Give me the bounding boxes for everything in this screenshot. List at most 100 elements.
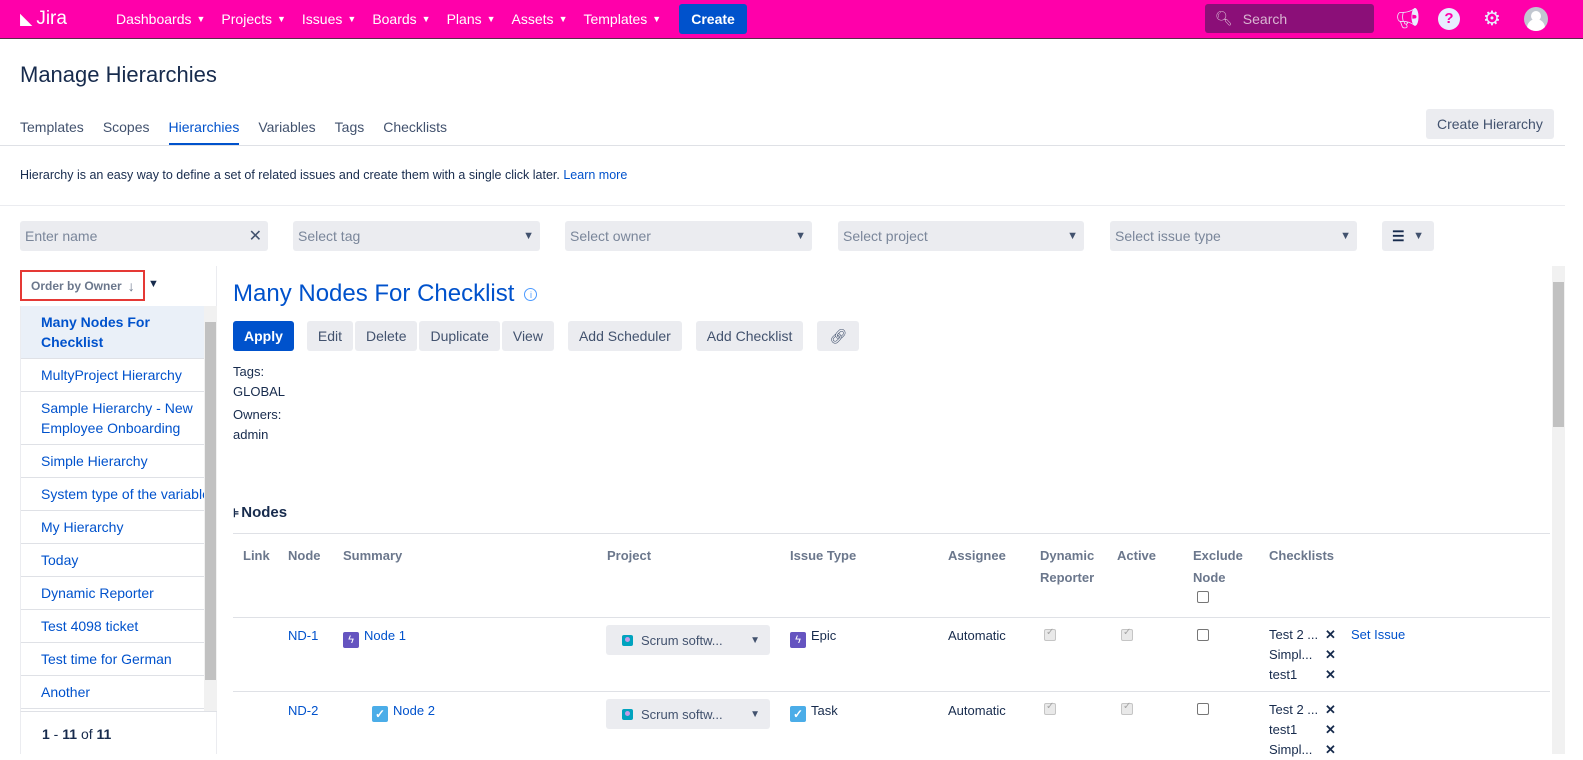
- list-item[interactable]: MultyProject Hierarchy: [21, 359, 204, 392]
- chevron-down-icon: ▼: [750, 634, 760, 646]
- top-nav: ◣ Jira Dashboards ▼ Projects ▼ Issues ▼ Boar…: [0, 0, 1583, 39]
- exclude-all-checkbox[interactable]: [1197, 591, 1209, 603]
- list-item[interactable]: System type of the variable: [21, 478, 204, 511]
- checklist-item: test1 ✕: [1269, 665, 1349, 685]
- tab-variables[interactable]: Variables: [258, 119, 316, 135]
- summary-link[interactable]: ✓ Node 2: [372, 703, 435, 722]
- list-item[interactable]: My Hierarchy: [21, 511, 204, 544]
- order-by-button[interactable]: Order by Owner ↓: [20, 270, 145, 301]
- create-hierarchy-button[interactable]: Create Hierarchy: [1426, 109, 1554, 139]
- list-item[interactable]: Simple Hierarchy: [21, 445, 204, 478]
- remove-icon[interactable]: ✕: [1325, 722, 1336, 737]
- issue-type: ✓ Task: [790, 703, 838, 722]
- tab-scopes[interactable]: Scopes: [102, 119, 150, 135]
- chevron-down-icon: ▼: [1413, 230, 1424, 242]
- view-layout-select[interactable]: ☰ ▼: [1382, 221, 1434, 251]
- view-button[interactable]: View: [501, 321, 554, 351]
- apply-button[interactable]: Apply: [233, 321, 294, 351]
- help-icon[interactable]: ?: [1438, 8, 1460, 30]
- add-checklist-button[interactable]: Add Checklist: [695, 321, 804, 351]
- remove-icon[interactable]: ✕: [1325, 627, 1336, 642]
- project-avatar-icon: [622, 634, 633, 646]
- list-scrollbar[interactable]: [204, 306, 217, 711]
- tab-templates[interactable]: Templates: [20, 119, 84, 135]
- settings-gear-icon[interactable]: ⚙: [1483, 8, 1501, 30]
- list-item[interactable]: Dynamic Reporter: [21, 577, 204, 610]
- nav-plans[interactable]: Plans ▼: [446, 11, 496, 27]
- project-select[interactable]: Scrum softw... ▼: [606, 625, 770, 655]
- header-project: Project: [607, 548, 652, 563]
- active-checkbox: [1121, 627, 1133, 641]
- checklist-item: Test 2 ... ✕: [1269, 625, 1349, 645]
- duplicate-button[interactable]: Duplicate: [419, 321, 500, 351]
- owner-select[interactable]: Select owner ▼: [565, 221, 812, 251]
- nav-assets[interactable]: Assets ▼: [511, 11, 568, 27]
- header-summary: Summary: [343, 548, 403, 563]
- chevron-down-icon: ▼: [1067, 230, 1078, 242]
- scrollbar-thumb[interactable]: [205, 322, 216, 680]
- avatar[interactable]: [1524, 7, 1548, 31]
- summary-link[interactable]: ϟ Node 1: [343, 628, 406, 648]
- list-item[interactable]: Another: [21, 676, 204, 709]
- chevron-down-icon: ▼: [523, 230, 534, 242]
- learn-more-link[interactable]: Learn more: [563, 168, 628, 182]
- chevron-down-icon: ▼: [750, 708, 760, 720]
- list-item[interactable]: Test time for German: [21, 643, 204, 676]
- page-scrollbar[interactable]: [1552, 266, 1565, 754]
- remove-icon[interactable]: ✕: [1325, 667, 1336, 682]
- tag-select[interactable]: Select tag ▼: [293, 221, 540, 251]
- search-input[interactable]: 🔍︎ Search: [1205, 4, 1374, 33]
- remove-icon[interactable]: ✕: [1325, 742, 1336, 757]
- nav-issues[interactable]: Issues ▼: [301, 11, 357, 27]
- divider: [0, 145, 1565, 146]
- checklist-item: test1 ✕: [1269, 720, 1349, 740]
- add-scheduler-button[interactable]: Add Scheduler: [567, 321, 682, 351]
- checklist-item: Simpl... ✕: [1269, 645, 1349, 665]
- node-id-link[interactable]: ND-2: [288, 703, 319, 718]
- remove-icon[interactable]: ✕: [1325, 702, 1336, 717]
- nav-templates[interactable]: Templates ▼: [583, 11, 662, 27]
- copy-link-button[interactable]: 🔗︎: [817, 321, 860, 351]
- notifications-megaphone-icon[interactable]: 📢︎: [1395, 8, 1421, 30]
- list-item[interactable]: Sample Hierarchy - New Employee Onboardi…: [21, 392, 204, 445]
- create-button[interactable]: Create: [679, 4, 747, 34]
- exclude-node-checkbox[interactable]: [1197, 629, 1209, 641]
- nav-projects[interactable]: Projects ▼: [221, 11, 286, 27]
- issue-type-select[interactable]: Select issue type ▼: [1110, 221, 1357, 251]
- chevron-down-icon: ▼: [652, 14, 662, 24]
- list-item[interactable]: Today: [21, 544, 204, 577]
- tab-checklists[interactable]: Checklists: [383, 119, 448, 135]
- jira-logo[interactable]: ◣ Jira: [20, 8, 67, 29]
- chevron-down-icon: ▼: [795, 230, 806, 242]
- nav-dashboards[interactable]: Dashboards ▼: [116, 11, 206, 27]
- delete-button[interactable]: Delete: [355, 321, 418, 351]
- hierarchy-list-panel: Order by Owner ↓ ▼ Many Nodes For Checkli…: [20, 266, 217, 754]
- chevron-down-icon[interactable]: ▼: [148, 278, 159, 290]
- header-checklists: Checklists: [1269, 548, 1335, 563]
- list-item[interactable]: Many Nodes For Checklist: [21, 306, 204, 359]
- node-id-link[interactable]: ND-1: [288, 628, 319, 643]
- columns-icon: ☰: [1392, 227, 1405, 244]
- tabs: Templates Scopes Hierarchies Variables T…: [20, 119, 447, 145]
- info-icon[interactable]: i: [524, 287, 538, 301]
- scrollbar-thumb[interactable]: [1553, 282, 1564, 427]
- tab-tags[interactable]: Tags: [334, 119, 365, 135]
- header-link: Link: [243, 548, 270, 563]
- set-issue-link[interactable]: Set Issue: [1351, 627, 1406, 642]
- list-item[interactable]: Test 4098 ticket: [21, 610, 204, 643]
- issue-type: ϟ Epic: [790, 628, 836, 648]
- exclude-node-checkbox[interactable]: [1197, 703, 1209, 715]
- edit-button[interactable]: Edit: [306, 321, 354, 351]
- chevron-down-icon: ▼: [558, 14, 568, 24]
- tab-hierarchies[interactable]: Hierarchies: [168, 119, 240, 145]
- clear-icon[interactable]: ✕: [248, 228, 262, 245]
- header-node: Node: [288, 548, 321, 563]
- chevron-down-icon: ▼: [277, 14, 286, 24]
- name-filter-input[interactable]: Enter name ✕: [20, 221, 268, 251]
- remove-icon[interactable]: ✕: [1325, 647, 1336, 662]
- project-select[interactable]: Scrum softw... ▼: [606, 699, 770, 729]
- project-select[interactable]: Select project ▼: [838, 221, 1084, 251]
- nav-boards[interactable]: Boards ▼: [372, 11, 431, 27]
- pagination: 1 - 11 of 11: [20, 711, 217, 754]
- page-title: Manage Hierarchies: [20, 62, 217, 87]
